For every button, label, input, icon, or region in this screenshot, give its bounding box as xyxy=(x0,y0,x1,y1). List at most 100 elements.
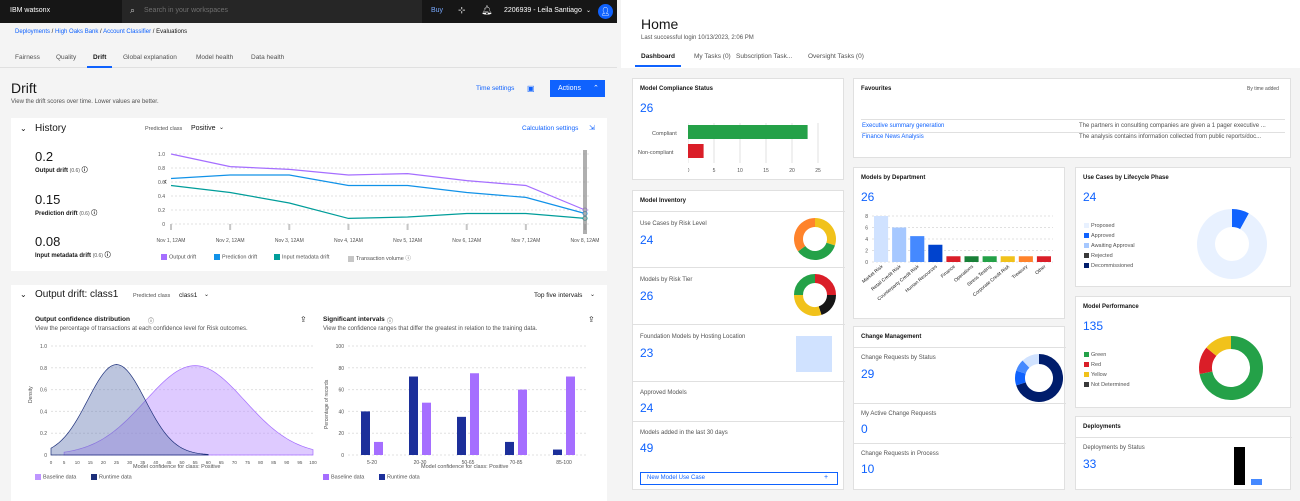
info-icon[interactable]: ⓘ xyxy=(81,168,88,174)
tab-global-explanation[interactable]: Global explanation xyxy=(123,54,177,61)
bar-runtime-data xyxy=(361,411,370,455)
legend-runtime[interactable]: Runtime data xyxy=(91,474,132,480)
export-icon[interactable]: ⇪ xyxy=(588,315,595,324)
lifecycle-count[interactable]: 24 xyxy=(1083,190,1097,204)
volume-bar xyxy=(465,224,468,230)
card-title: Model Compliance Status xyxy=(640,86,714,92)
info-icon[interactable]: ⓘ xyxy=(405,256,411,262)
tab-my-tasks[interactable]: My Tasks (0) xyxy=(694,53,731,60)
tab-subscription-tasks[interactable]: Subscription Task... xyxy=(736,53,793,60)
chevron-down-icon[interactable]: ⌄ xyxy=(219,125,225,131)
brand-name[interactable]: IBM watsonx xyxy=(10,7,51,14)
breadcrumb-deployments[interactable]: Deployments xyxy=(15,29,51,35)
tab-quality[interactable]: Quality xyxy=(56,54,77,61)
swatch xyxy=(1084,362,1089,368)
inventory-row-value[interactable]: 24 xyxy=(640,233,654,247)
swatch xyxy=(1084,223,1089,229)
deployments-count[interactable]: 33 xyxy=(1083,457,1097,471)
predicted-class-select[interactable]: Positive xyxy=(191,125,216,132)
legend-awaiting[interactable]: Awaiting Approval xyxy=(1084,243,1135,249)
info-icon[interactable]: ⓘ xyxy=(148,319,155,325)
x-tick-label: Nov 5, 12AM xyxy=(393,238,422,244)
chevron-left-icon[interactable]: ‹ xyxy=(164,176,167,186)
new-model-use-case-button[interactable]: New Model Use Case + xyxy=(640,472,838,485)
inventory-row-value[interactable]: 49 xyxy=(640,441,654,455)
notification-icon[interactable]: 🔔︎ xyxy=(481,5,493,15)
legend-approved[interactable]: Approved xyxy=(1084,233,1115,239)
swatch xyxy=(35,474,41,480)
card-title: Change Management xyxy=(861,334,922,340)
chevron-down-icon[interactable]: ⌄ xyxy=(586,8,592,14)
workspace-search[interactable]: ⌕ Search in your workspaces xyxy=(122,0,422,23)
donut-segment xyxy=(1015,370,1026,386)
legend-yellow[interactable]: Yellow xyxy=(1084,372,1107,378)
info-icon[interactable]: ⓘ xyxy=(91,211,98,217)
calendar-icon[interactable]: ▣ xyxy=(527,84,535,93)
legend-baseline[interactable]: Baseline data xyxy=(323,474,364,480)
legend-output-drift[interactable]: Output drift xyxy=(161,254,196,260)
breadcrumb-classifier[interactable]: Account Classifier xyxy=(103,29,152,35)
change-row-value[interactable]: 29 xyxy=(861,367,875,381)
swatch xyxy=(161,254,167,260)
breadcrumb-bank[interactable]: High Oaks Bank xyxy=(55,29,99,35)
legend-label: Runtime data xyxy=(387,474,420,481)
legend-green[interactable]: Green xyxy=(1084,352,1106,358)
inventory-row-value[interactable]: 23 xyxy=(640,346,654,360)
tab-model-health[interactable]: Model health xyxy=(196,54,234,61)
calculation-settings-link[interactable]: Calculation settings xyxy=(522,125,579,132)
x-tick-label: 20 xyxy=(789,168,795,174)
settings-adjust-icon[interactable]: ⇲ xyxy=(589,125,595,132)
legend-transaction-volume[interactable]: Transaction volume ⓘ xyxy=(348,254,411,262)
performance-count[interactable]: 135 xyxy=(1083,319,1104,333)
tab-dashboard[interactable]: Dashboard xyxy=(635,53,681,67)
avatar[interactable]: 👤︎ xyxy=(598,4,613,19)
legend-decommissioned[interactable]: Decommissioned xyxy=(1084,263,1133,269)
legend-red[interactable]: Red xyxy=(1084,362,1101,368)
top-five-select[interactable]: Top five intervals xyxy=(534,292,583,299)
predicted-class-select[interactable]: class1 xyxy=(179,292,198,299)
collapse-icon[interactable]: ⌄ xyxy=(20,124,27,133)
switcher-icon[interactable]: ⊹ xyxy=(458,5,466,15)
buy-link[interactable]: Buy xyxy=(431,7,444,14)
legend-baseline[interactable]: Baseline data xyxy=(35,474,76,480)
account-switcher[interactable]: 2206939 - Leila Santiago xyxy=(504,7,582,14)
change-row-value[interactable]: 0 xyxy=(861,422,868,436)
legend-input-metadata[interactable]: Input metadata drift xyxy=(274,254,329,260)
legend-proposed[interactable]: Proposed xyxy=(1084,223,1115,229)
history-card: ⌄ History Predicted class Positive ⌄ Cal… xyxy=(11,118,607,271)
favourite-link[interactable]: Executive summary generation xyxy=(862,123,945,129)
search-input[interactable]: Search in your workspaces xyxy=(144,7,229,14)
inventory-row-value[interactable]: 24 xyxy=(640,401,654,415)
legend-rejected[interactable]: Rejected xyxy=(1084,253,1113,259)
tab-fairness[interactable]: Fairness xyxy=(15,54,40,61)
info-icon[interactable]: ⓘ xyxy=(104,253,111,259)
x-tick-label: 45 xyxy=(166,460,172,465)
card-title: Favourites xyxy=(861,86,892,92)
department-count[interactable]: 26 xyxy=(861,190,875,204)
legend-not-determined[interactable]: Not Determined xyxy=(1084,382,1130,388)
sort-label[interactable]: By time added xyxy=(1247,86,1279,92)
time-settings-link[interactable]: Time settings xyxy=(476,85,515,92)
chevron-down-icon[interactable]: ⌄ xyxy=(590,292,596,298)
donut-segment xyxy=(1231,209,1249,230)
actions-button[interactable]: Actions ⌃ xyxy=(550,80,605,97)
divider xyxy=(861,132,1285,133)
tab-oversight-tasks[interactable]: Oversight Tasks (0) xyxy=(808,53,864,60)
bar-runtime-data xyxy=(457,416,466,455)
chevron-down-icon[interactable]: ⌄ xyxy=(204,292,210,298)
legend-runtime[interactable]: Runtime data xyxy=(379,474,420,480)
y-tick-label: 0 xyxy=(865,260,868,266)
change-row-value[interactable]: 10 xyxy=(861,462,875,476)
info-icon[interactable]: ⓘ xyxy=(387,319,394,325)
compliance-count[interactable]: 26 xyxy=(640,101,654,115)
tab-drift[interactable]: Drift xyxy=(86,54,113,68)
collapse-icon[interactable]: ⌄ xyxy=(20,290,27,299)
export-icon[interactable]: ⇪ xyxy=(300,315,307,324)
y-tick-label: 0.8 xyxy=(40,366,47,372)
y-tick-label: 0.4 xyxy=(40,409,47,415)
tab-data-health[interactable]: Data health xyxy=(251,54,285,61)
legend-prediction-drift[interactable]: Prediction drift xyxy=(214,254,257,260)
card-title: Model Performance xyxy=(1083,304,1139,310)
inventory-row-value[interactable]: 26 xyxy=(640,289,654,303)
favourite-link[interactable]: Finance News Analysis xyxy=(862,134,924,140)
